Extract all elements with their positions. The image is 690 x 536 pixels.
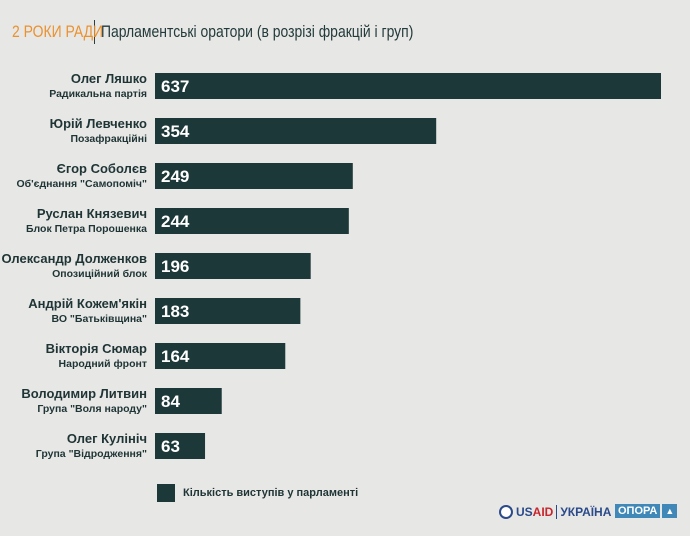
bar (155, 433, 206, 459)
bar (155, 253, 311, 279)
faction-label: Група "Воля народу" (37, 403, 147, 415)
bar (155, 118, 437, 144)
faction-label: Народний фронт (59, 358, 147, 370)
category-label: Олег Кулініч (67, 431, 147, 446)
category-label: Олександр Долженков (1, 251, 147, 266)
bar (155, 343, 286, 369)
category-label: Єгор Соболєв (57, 161, 147, 176)
category-label: Олег Ляшко (71, 71, 147, 86)
bar (155, 298, 301, 324)
data-label: 84 (161, 392, 180, 411)
opora-text: ОПОРА (615, 504, 661, 518)
usaid-logo: USAID УКРАЇНА (499, 505, 611, 519)
usaid-seal-icon (499, 505, 513, 519)
bar (155, 208, 349, 234)
legend-swatch (157, 484, 175, 502)
data-label: 249 (161, 167, 189, 186)
bar-chart: 637 Олег Ляшко Радикальна партія 354 Юрій Ле… (1, 71, 661, 460)
category-label: Володимир Литвин (21, 386, 147, 401)
data-label: 244 (161, 212, 190, 231)
category-label: Руслан Князевич (37, 206, 147, 221)
faction-label: Радикальна партія (49, 88, 147, 100)
faction-label: Позафракційні (70, 133, 147, 145)
data-label: 164 (161, 347, 190, 366)
category-label: Вікторія Сюмар (46, 341, 147, 356)
opora-logo: ОПОРА ▲ (615, 504, 678, 518)
chart-title: Парламентські оратори (в розрізі фракцій… (101, 22, 414, 41)
faction-label: Блок Петра Порошенка (26, 223, 147, 235)
data-label: 354 (161, 122, 190, 141)
bar (155, 388, 222, 414)
header: 2 РОКИ РАДИ Парламентські оратори (в роз… (12, 20, 482, 44)
data-label: 637 (161, 77, 189, 96)
data-label: 196 (161, 257, 189, 276)
faction-label: ВО "Батьківщина" (52, 313, 147, 325)
usaid-country: УКРАЇНА (556, 505, 611, 519)
data-label: 63 (161, 437, 180, 456)
faction-label: Опозиційний блок (52, 268, 148, 280)
usaid-aid: AID (532, 505, 554, 519)
divider (94, 20, 95, 44)
legend-label: Кількість виступів у парламенті (183, 487, 359, 499)
faction-label: Об'єднання "Самопоміч" (17, 178, 147, 190)
data-label: 183 (161, 302, 189, 321)
opora-triangle-icon: ▲ (662, 504, 678, 518)
faction-label: Група "Відродження" (36, 448, 147, 460)
usaid-us: US (516, 505, 533, 519)
category-label: Юрій Левченко (50, 116, 147, 131)
legend: Кількість виступів у парламенті (157, 484, 358, 502)
bar (155, 163, 353, 189)
category-label: Андрій Кожем'якін (28, 296, 147, 311)
bar (155, 73, 661, 99)
